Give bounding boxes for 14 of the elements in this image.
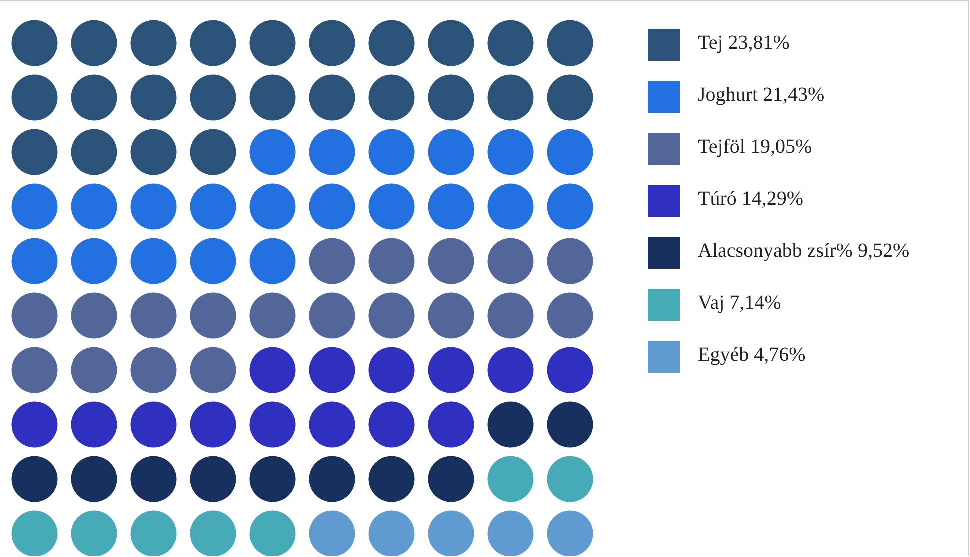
legend-label: Túró — [698, 188, 737, 210]
data-label: 4,76% — [754, 344, 806, 366]
data-label: 21,43% — [763, 84, 825, 106]
data-label: 9,52% — [858, 240, 910, 262]
data-label: 19,05% — [750, 136, 812, 158]
data-label: 7,14% — [730, 292, 782, 314]
legend-label: Tejföl — [698, 136, 746, 158]
legend-label: Joghurt — [698, 84, 758, 106]
legend-label: Alacsonyabb zsír% — [698, 240, 853, 262]
legend-label: Vaj — [698, 292, 725, 314]
data-label: 23,81% — [728, 32, 790, 54]
legend-label: Tej — [698, 32, 724, 54]
legend-label: Egyéb — [698, 344, 750, 366]
data-label: 14,29% — [742, 188, 804, 210]
